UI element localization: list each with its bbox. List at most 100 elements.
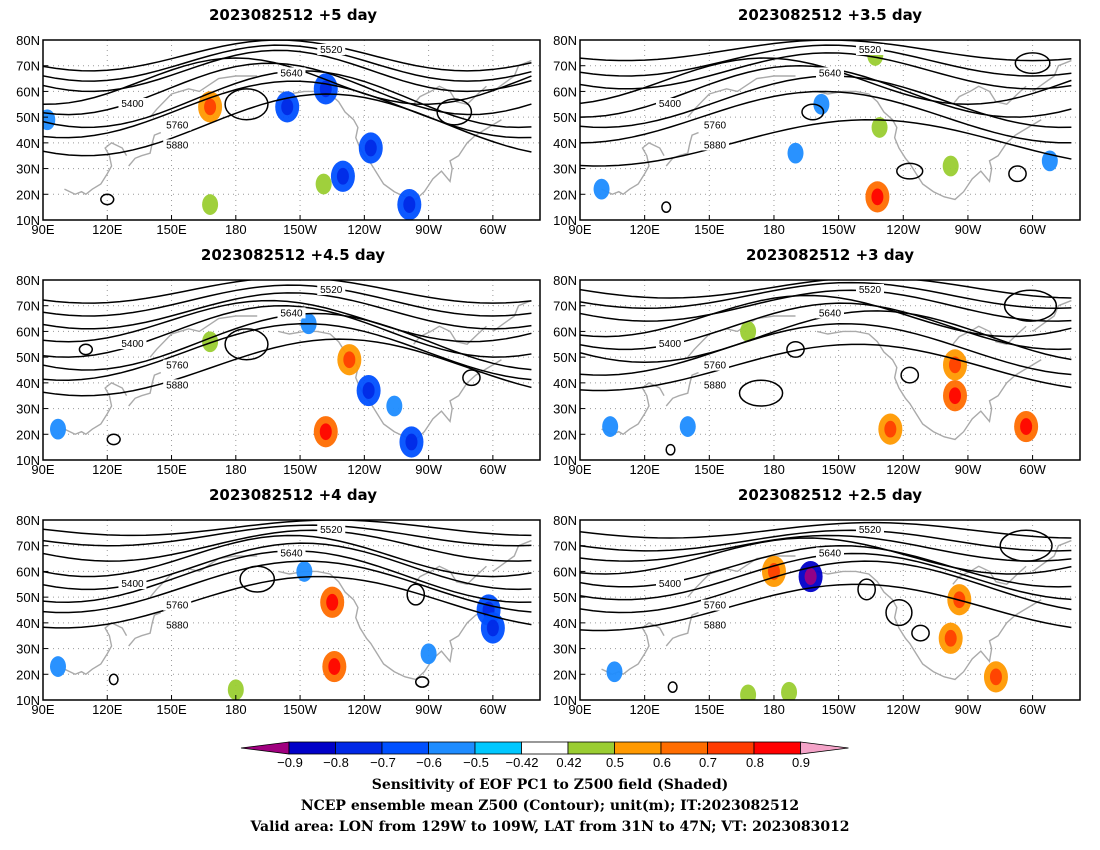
x-tick-label: 180 — [763, 462, 785, 477]
coastline — [149, 315, 258, 358]
coastline — [492, 299, 532, 332]
sensitivity-blob — [227, 679, 244, 700]
colorbar-label-7: 0.42 — [556, 755, 582, 770]
y-tick-label: 70N — [553, 299, 577, 314]
coastline — [149, 555, 258, 598]
sensitivity-core — [319, 423, 332, 441]
colorbar-label-3: −0.7 — [370, 755, 396, 770]
y-tick-label: 30N — [553, 402, 577, 417]
y-tick-label: 40N — [16, 136, 40, 151]
x-tick-label: 90W — [955, 702, 982, 717]
sensitivity-core — [343, 351, 356, 369]
z500-contour — [580, 529, 1072, 552]
coastline — [64, 382, 128, 436]
y-tick-label: 80N — [16, 273, 40, 288]
y-tick-label: 50N — [553, 590, 577, 605]
panel-title-4: 2023082512 +3 day — [746, 246, 914, 264]
coastline — [1032, 59, 1072, 92]
coastline — [665, 371, 699, 407]
sensitivity-blob — [679, 416, 696, 437]
contour-label: 5400 — [659, 339, 682, 350]
sensitivity-blob — [420, 643, 437, 665]
caption-line-1: Sensitivity of EOF PC1 to Z500 field (Sh… — [371, 777, 729, 793]
sensitivity-blob — [740, 321, 757, 342]
x-tick-label: 120E — [92, 702, 123, 717]
y-tick-label: 30N — [16, 402, 40, 417]
colorbar-segment — [381, 741, 429, 755]
contour-label: 5760 — [166, 601, 189, 612]
contour-label: 5760 — [166, 361, 189, 372]
contour-label: 5640 — [819, 308, 842, 319]
z500-contour — [580, 280, 1072, 299]
y-tick-label: 60N — [16, 84, 40, 99]
x-tick-label: 120W — [886, 702, 921, 717]
contour-label: 5760 — [704, 361, 727, 372]
coastline — [1032, 299, 1072, 332]
z500-contour — [43, 284, 532, 317]
x-tick-label: 150W — [822, 462, 857, 477]
map-frame — [579, 39, 1081, 221]
y-tick-label: 60N — [16, 324, 40, 339]
x-tick-label: 120W — [347, 222, 382, 237]
sensitivity-blob — [942, 155, 959, 177]
z500-closed-contour — [738, 379, 784, 407]
contour-label: 5400 — [121, 339, 144, 350]
contour-label-bg — [701, 619, 729, 631]
x-tick-label: 120W — [347, 462, 382, 477]
contour-label: 5640 — [280, 548, 303, 559]
contour-label: 5880 — [166, 380, 189, 391]
map-panel-1: 5400 5520 5640 5760 5880 90E 120E 150E 180 150W 12… — [16, 33, 541, 237]
z500-closed-contour — [667, 681, 678, 694]
z500-contour — [580, 44, 1072, 77]
y-tick-label: 80N — [553, 33, 577, 48]
y-tick-label: 10N — [553, 213, 577, 228]
contour-label: 5400 — [659, 579, 682, 590]
z500-contour — [580, 583, 1072, 632]
z500-contour — [580, 534, 1072, 562]
y-tick-label: 20N — [553, 667, 577, 682]
z500-contour — [580, 560, 1072, 614]
contour-label: 5640 — [819, 548, 842, 559]
x-tick-label: 90E — [568, 222, 591, 237]
contour-label-bg — [317, 44, 346, 55]
y-tick-label: 20N — [16, 427, 40, 442]
y-tick-label: 30N — [16, 162, 40, 177]
sensitivity-core — [362, 382, 375, 399]
z500-closed-contour — [857, 578, 877, 601]
contour-label: 5520 — [320, 525, 343, 536]
y-tick-label: 40N — [16, 616, 40, 631]
coastline — [665, 131, 699, 167]
sensitivity-blob — [871, 117, 888, 138]
coastline — [687, 315, 796, 358]
contour-label: 5640 — [280, 308, 303, 319]
contour-label-bg — [317, 284, 346, 295]
x-tick-label: 150E — [156, 702, 187, 717]
sensitivity-blob — [740, 684, 757, 700]
x-tick-label: 180 — [763, 702, 785, 717]
z500-contour — [43, 280, 532, 304]
x-tick-label: 90W — [415, 702, 442, 717]
contour-label-bg — [701, 379, 729, 391]
z500-contour — [580, 343, 1072, 392]
sensitivity-core — [949, 356, 961, 374]
sensitivity-blob — [813, 93, 830, 115]
contour-label-bg — [856, 284, 884, 295]
z500-closed-contour — [661, 201, 672, 214]
contour-label: 5880 — [166, 620, 189, 631]
contour-label-bg — [701, 119, 729, 131]
y-tick-label: 80N — [16, 33, 40, 48]
coastline — [149, 75, 258, 118]
map-panel-2: 5400 5520 5640 5760 5880 90E 120E 150E 180 150W 12… — [553, 33, 1081, 237]
y-tick-label: 30N — [553, 162, 577, 177]
contour-label: 5400 — [121, 99, 144, 110]
z500-closed-contour — [1008, 165, 1027, 183]
contour-label-bg — [656, 98, 684, 109]
y-tick-label: 50N — [16, 590, 40, 605]
z500-closed-contour — [78, 343, 94, 356]
panel-title-5: 2023082512 +4 day — [209, 486, 377, 504]
contour-label: 5520 — [859, 285, 882, 296]
x-tick-label: 60W — [1019, 222, 1046, 237]
x-tick-label: 120E — [92, 222, 123, 237]
x-tick-label: 90E — [568, 702, 591, 717]
contour-label-bg — [816, 67, 844, 79]
